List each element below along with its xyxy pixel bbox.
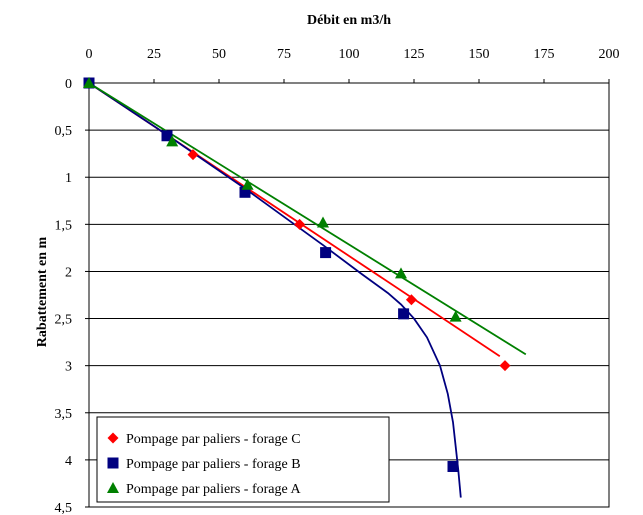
data-point-forage-a: [241, 178, 254, 190]
data-point-forage-b: [447, 460, 459, 472]
data-point-forage-c: [405, 294, 417, 306]
y-tick-label-0: 0: [65, 77, 72, 92]
data-point-forage-a: [83, 77, 95, 88]
legend-marker-forage-b: [107, 457, 119, 469]
trendline-forage-b: [88, 82, 462, 498]
y-tick-label-2-5: 2,5: [55, 313, 73, 328]
trendlines: [88, 82, 527, 498]
data-point-forage-b: [161, 130, 173, 142]
x-tick-label-75: 75: [277, 47, 291, 62]
x-tick-label-125: 125: [404, 47, 425, 62]
legend-marker-forage-a: [107, 482, 119, 493]
legend-box: [96, 416, 390, 503]
y-tick-label-3-5: 3,5: [55, 407, 73, 422]
y-tick-label-1: 1: [65, 171, 72, 186]
x-tick-label-50: 50: [212, 47, 226, 62]
data-point-forage-a: [449, 310, 462, 322]
legend-label-forage-b: Pompage par paliers - forage B: [126, 457, 301, 472]
trendline-forage-a: [88, 82, 527, 356]
legend: Pompage par paliers - forage C Pompage pa…: [96, 416, 390, 503]
y-tick-label-1-5: 1,5: [55, 218, 73, 233]
y-tick-label-4: 4: [65, 454, 72, 469]
data-markers: [83, 77, 511, 472]
data-point-forage-b: [398, 308, 410, 320]
x-tick-label-0: 0: [86, 47, 93, 62]
x-tick-label-175: 175: [534, 47, 555, 62]
legend-label-forage-a: Pompage par paliers - forage A: [126, 482, 301, 497]
data-point-forage-c: [499, 360, 511, 372]
y-axis: 0 0,5 1 1,5 2 2,5 3 3,5 4 4,5: [55, 77, 89, 515]
y-tick-label-4-5: 4,5: [55, 501, 73, 515]
data-point-forage-b: [239, 186, 251, 198]
x-tick-label-25: 25: [147, 47, 161, 62]
data-point-forage-a: [317, 216, 329, 228]
data-point-forage-c: [187, 149, 199, 161]
legend-marker-forage-c: [107, 432, 119, 444]
data-point-forage-b: [320, 247, 332, 259]
y-tick-label-0-5: 0,5: [55, 124, 73, 139]
legend-label-forage-c: Pompage par paliers - forage C: [126, 432, 301, 447]
data-point-forage-a: [166, 135, 179, 147]
x-axis: 0 25 50 75 100 125 150 175 200: [86, 47, 620, 83]
x-axis-title: Débit en m3/h: [307, 13, 391, 28]
y-axis-title: Rabattement en m: [35, 236, 50, 347]
x-tick-label-150: 150: [469, 47, 490, 62]
y-tick-label-3: 3: [65, 360, 72, 375]
x-tick-label-100: 100: [339, 47, 360, 62]
grid-lines: [89, 129, 609, 461]
data-point-forage-c: [294, 218, 306, 230]
data-point-forage-a: [395, 267, 407, 279]
x-tick-label-200: 200: [599, 47, 620, 62]
y-tick-label-2: 2: [65, 265, 72, 280]
